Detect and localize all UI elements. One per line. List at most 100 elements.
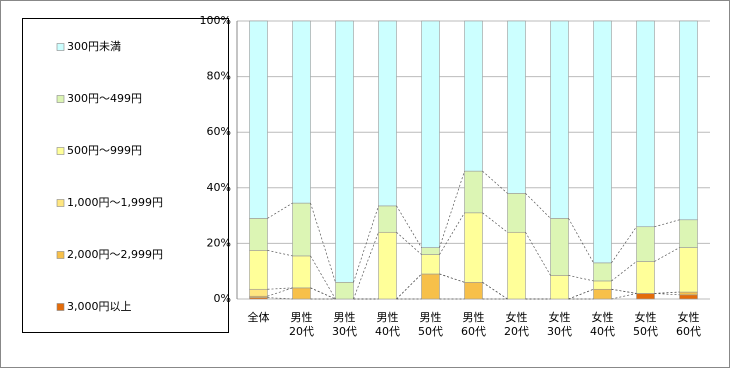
connector [396, 205, 422, 248]
connector [568, 288, 594, 300]
connector [267, 297, 293, 300]
connector [654, 293, 680, 296]
connector [482, 170, 508, 194]
connector [267, 287, 293, 290]
legend-label: 300円～499円 [67, 92, 142, 105]
y-tick-label: 40% [207, 181, 231, 194]
bar-segment [421, 20, 440, 248]
bar-segment [378, 20, 397, 207]
x-tick-label: 男性 60代 [461, 310, 486, 338]
legend-swatch [56, 147, 65, 155]
bar-segment [249, 218, 268, 251]
bar-segment [421, 247, 440, 255]
connector [654, 247, 680, 262]
connector [482, 282, 508, 300]
bar-segment [550, 20, 569, 219]
connector [568, 275, 594, 282]
bar-segment [335, 282, 354, 300]
connector [611, 226, 637, 264]
y-tick-label: 0% [214, 292, 231, 305]
x-tick-label: 男性 30代 [332, 310, 357, 338]
connector [439, 212, 465, 255]
bar-segment [593, 20, 612, 264]
bar-segment [464, 170, 483, 214]
legend-swatch [56, 251, 65, 259]
legend-label: 500円～999円 [67, 144, 142, 157]
x-tick-label: 男性 50代 [418, 310, 443, 338]
connector [654, 219, 680, 228]
bar-segment [421, 254, 440, 275]
connector [353, 205, 379, 283]
bar-segment [292, 287, 311, 300]
bar-segment [507, 231, 526, 300]
connector [267, 202, 293, 219]
connector [568, 218, 594, 264]
bar-segment [636, 261, 655, 294]
bar-segment [679, 219, 698, 248]
connector [482, 212, 508, 233]
x-tick-label: 女性 60代 [676, 310, 701, 338]
legend-swatch [56, 199, 65, 207]
bar-segment [636, 226, 655, 262]
legend-swatch [56, 303, 65, 311]
bar-segment [679, 20, 698, 221]
y-tick-label: 100% [200, 14, 231, 27]
bar-segment [249, 288, 268, 297]
x-tick-label: 男性 20代 [289, 310, 314, 338]
y-tick-label: 80% [207, 70, 231, 83]
connector [439, 171, 465, 248]
bar-segment [464, 282, 483, 300]
bar-segment [593, 288, 612, 300]
connector [654, 291, 680, 294]
bar-segment [679, 247, 698, 293]
bar-segment [464, 20, 483, 172]
bar-segment [421, 273, 440, 300]
bar-segment [507, 20, 526, 194]
bar-segment [507, 193, 526, 233]
bar-segment [464, 212, 483, 283]
connector [611, 288, 637, 294]
connector [267, 250, 293, 257]
legend-label: 3,000円以上 [67, 300, 132, 313]
connector [611, 261, 637, 282]
bar-segment [249, 20, 268, 219]
x-tick-label: 女性 40代 [590, 310, 615, 338]
x-tick-label: 女性 20代 [504, 310, 529, 338]
bar-segment [679, 291, 698, 296]
legend-label: 1,000円～1,999円 [67, 196, 163, 209]
bar-segment [292, 202, 311, 257]
bar-segment [378, 231, 397, 300]
legend-box [22, 18, 229, 333]
legend-label: 300円未満 [67, 40, 121, 53]
bar-segment [378, 205, 397, 233]
bar-segment [593, 262, 612, 282]
connector [310, 255, 336, 300]
connector [525, 232, 551, 276]
x-tick-label: 男性 40代 [375, 310, 400, 338]
bar-segment [292, 20, 311, 204]
connector [310, 287, 336, 300]
legend-label: 2,000円～2,999円 [67, 248, 163, 261]
y-tick-label: 60% [207, 125, 231, 138]
bar-segment [679, 294, 698, 300]
connector [396, 273, 422, 300]
bar-segment [335, 20, 354, 283]
bar-segment [593, 280, 612, 290]
connector [611, 293, 637, 300]
connector [525, 193, 551, 219]
connector [439, 273, 465, 283]
bar-segment [292, 255, 311, 289]
bar-segment [636, 293, 655, 300]
x-tick-label: 女性 30代 [547, 310, 572, 338]
x-tick-label: 女性 50代 [633, 310, 658, 338]
x-tick-label: 全体 [248, 310, 270, 324]
bar-segment [550, 218, 569, 276]
y-tick-label: 20% [207, 236, 231, 249]
bar-segment [550, 275, 569, 300]
legend-swatch [56, 95, 65, 103]
connector [267, 287, 293, 297]
bar-segment [249, 250, 268, 290]
bar-segment [636, 20, 655, 228]
legend-swatch [56, 43, 65, 51]
